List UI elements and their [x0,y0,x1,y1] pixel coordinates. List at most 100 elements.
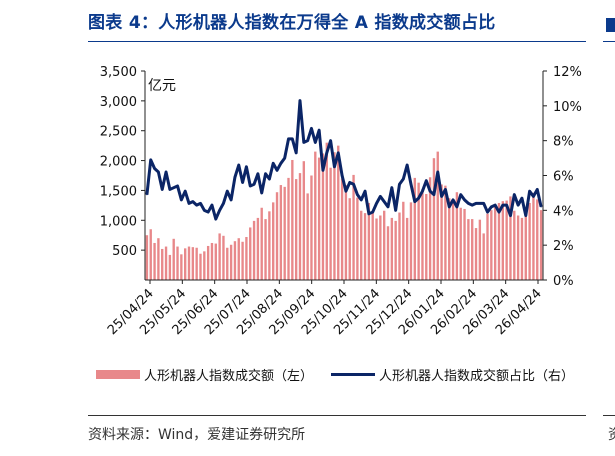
line-point-86 [475,202,477,204]
bar-47 [325,142,328,280]
line-point-9 [180,199,182,201]
line-point-36 [284,157,286,159]
line-point-81 [456,206,458,208]
bar-42 [306,193,309,280]
line-point-29 [257,173,259,175]
right-tick-label-6: 12% [553,65,582,80]
legend-line-label: 人形机器人指数成交额占比（右） [379,369,575,384]
legend-line-swatch [331,373,376,376]
line-point-75 [433,194,435,196]
line-point-6 [169,188,171,191]
line-point-79 [448,206,450,208]
bar-74 [428,177,432,280]
bar-13 [195,247,198,280]
bar-65 [394,220,397,280]
bar-43 [310,175,313,280]
line-point-25 [241,181,244,184]
right-tick-label-3: 6% [553,170,574,185]
line-point-100 [529,190,531,192]
left-tick-label-2: 1,500 [100,184,137,199]
line-point-47 [326,152,328,154]
bar-10 [184,248,187,280]
line-point-76 [437,171,439,173]
line-point-18 [215,218,217,220]
bar-93 [501,201,504,280]
bar-30 [260,207,263,280]
line-point-78 [444,188,447,191]
line-point-64 [391,187,393,189]
legend: 人形机器人指数成交额（左） 人形机器人指数成交额占比（右） [96,365,574,384]
line-point-55 [356,194,358,196]
source-rule [88,415,586,416]
bar-28 [252,220,256,280]
bar-25 [241,241,244,280]
bar-17 [210,242,214,280]
bar-98 [520,217,524,280]
bar-85 [471,219,474,280]
line-group [145,99,543,221]
line-point-82 [460,194,462,196]
line-point-51 [341,174,343,177]
bar-67 [402,201,405,280]
line-point-62 [383,201,385,203]
line-point-97 [517,204,519,206]
adjacent-figure-edge [606,18,615,32]
line-point-10 [184,190,186,192]
bar-71 [417,182,420,280]
bar-7 [172,238,175,280]
line-point-85 [471,204,473,206]
bar-63 [386,226,390,280]
bar-58 [367,202,371,280]
bar-55 [356,197,359,280]
line-point-44 [314,141,316,144]
line-point-24 [238,164,240,166]
line-point-35 [280,162,282,164]
bar-94 [505,200,508,280]
line-point-80 [452,199,454,201]
line-point-21 [226,190,228,192]
bar-59 [371,210,374,280]
bar-14 [199,253,202,280]
right-tick-label-1: 2% [553,239,574,254]
line-point-67 [402,178,404,180]
bar-76 [436,151,439,280]
bar-23 [233,241,237,280]
line-point-73 [425,180,427,182]
bar-49 [333,152,336,280]
bar-75 [432,158,436,280]
line-point-70 [414,201,416,203]
bar-64 [390,217,394,280]
line-point-61 [379,195,381,197]
bar-56 [360,210,363,280]
line-point-94 [506,204,508,206]
line-point-37 [287,138,290,140]
legend-bar-label: 人形机器人指数成交额（左） [144,369,314,384]
bar-31 [264,219,267,280]
bar-70 [413,177,416,280]
line-point-99 [525,214,527,217]
line-point-102 [536,188,538,191]
bar-39 [294,179,298,280]
bar-35 [279,185,283,280]
line-point-43 [310,127,313,130]
line-point-16 [207,211,209,213]
bar-102 [536,199,539,280]
line-point-38 [291,138,293,140]
line-point-92 [498,211,500,213]
bar-53 [348,198,351,280]
bar-8 [176,246,179,280]
bar-38 [291,159,294,280]
line-point-46 [322,169,324,171]
line-point-63 [387,206,389,208]
line-point-52 [345,190,347,192]
bar-69 [409,202,413,280]
bar-0 [145,235,149,280]
line-point-1 [150,159,152,161]
line-point-53 [349,181,351,184]
adjacent-source-fragment: 资料来源：Wind，爱建证券研究所 [608,424,615,444]
line-point-96 [513,194,515,196]
bar-18 [214,243,217,280]
bar-60 [375,218,378,280]
left-tick-label-1: 1,000 [100,214,137,229]
bar-92 [497,202,501,280]
